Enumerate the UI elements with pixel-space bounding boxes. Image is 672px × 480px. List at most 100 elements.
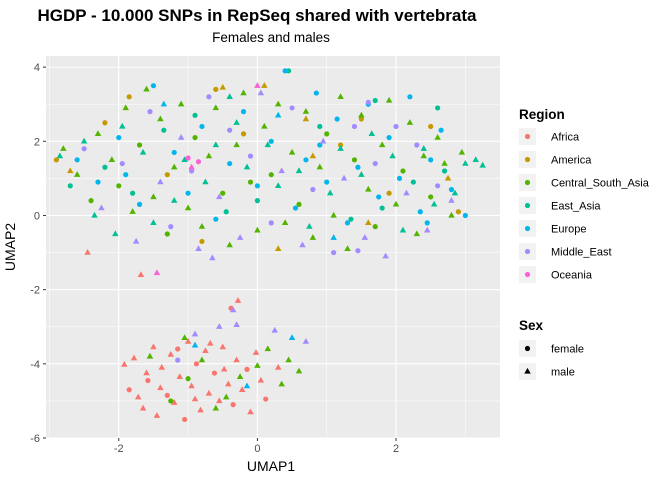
data-point	[191, 330, 199, 337]
data-point	[236, 373, 244, 379]
data-point	[462, 212, 468, 219]
data-point	[80, 137, 88, 144]
x-tick-label: -2	[114, 443, 124, 455]
data-point	[303, 157, 309, 163]
data-point	[254, 198, 261, 204]
data-point	[309, 152, 317, 159]
data-point	[158, 363, 165, 370]
data-point	[143, 85, 150, 92]
data-point	[413, 230, 421, 237]
data-point	[181, 334, 188, 341]
data-point	[313, 90, 319, 96]
data-point	[67, 183, 73, 189]
data-point	[448, 211, 455, 218]
data-point	[257, 89, 265, 96]
legend-key-oceania	[524, 271, 531, 278]
data-point	[263, 396, 269, 402]
data-point	[182, 416, 188, 423]
legend-title-region: Region	[519, 107, 565, 122]
data-point	[227, 160, 233, 167]
data-point	[132, 237, 140, 244]
legend-key-female	[524, 345, 531, 352]
x-tick-label: 0	[254, 443, 260, 455]
data-point	[372, 97, 378, 104]
data-point	[95, 179, 101, 185]
x-axis-title: UMAP1	[247, 458, 295, 474]
data-point	[212, 104, 220, 111]
legend-key-europe	[524, 225, 531, 232]
data-point	[274, 245, 282, 252]
data-point	[264, 141, 272, 148]
data-point	[435, 183, 441, 189]
data-point	[181, 156, 188, 163]
data-point	[379, 205, 385, 211]
data-point	[247, 179, 254, 185]
data-point	[368, 130, 376, 137]
data-point	[302, 337, 310, 344]
data-point	[119, 160, 125, 167]
legend-label: Africa	[551, 132, 580, 144]
data-point	[268, 220, 274, 226]
data-point	[185, 155, 191, 161]
y-tick-label: 2	[34, 136, 40, 148]
data-point	[198, 356, 206, 363]
data-point	[330, 234, 337, 240]
data-point	[289, 105, 295, 111]
y-axis-title: UMAP2	[2, 223, 18, 271]
data-point	[324, 179, 330, 185]
data-point	[225, 380, 232, 387]
data-point	[348, 216, 354, 222]
data-point	[192, 112, 198, 118]
data-point	[317, 123, 323, 130]
legend-title-sex: Sex	[519, 318, 544, 333]
data-point	[164, 392, 170, 398]
legend-label: Central_South_Asia	[551, 178, 650, 190]
legend-label: Oceania	[551, 270, 593, 282]
data-point	[216, 193, 223, 200]
data-point	[441, 168, 448, 174]
data-point	[213, 86, 219, 92]
data-point	[340, 174, 348, 181]
data-point	[274, 363, 282, 370]
data-point	[462, 159, 469, 166]
data-point	[406, 119, 414, 125]
data-point	[316, 163, 324, 170]
data-point	[130, 354, 138, 361]
data-point	[188, 382, 195, 389]
data-point	[302, 115, 310, 122]
data-point	[157, 115, 164, 122]
data-point	[73, 171, 81, 177]
data-point	[227, 127, 233, 133]
data-point	[414, 142, 420, 148]
data-point	[326, 189, 334, 196]
y-tick-label: -2	[30, 285, 40, 297]
data-point	[226, 93, 233, 99]
data-point	[278, 380, 285, 387]
data-point	[240, 109, 247, 115]
data-point	[139, 148, 147, 155]
data-point	[171, 149, 177, 156]
data-point	[175, 357, 181, 363]
data-point	[479, 161, 486, 168]
data-point	[410, 179, 416, 185]
data-point	[177, 100, 185, 107]
data-point	[385, 96, 393, 103]
data-point	[261, 122, 268, 129]
data-point	[153, 412, 161, 418]
data-point	[243, 382, 251, 389]
data-point	[168, 398, 174, 404]
data-point	[355, 164, 361, 170]
legend-label: America	[551, 155, 592, 167]
data-point	[233, 141, 240, 148]
data-point	[386, 190, 392, 196]
data-point	[230, 402, 236, 408]
data-point	[420, 145, 427, 151]
data-point	[320, 137, 327, 144]
data-point	[56, 152, 64, 159]
data-point	[337, 93, 344, 99]
data-point	[116, 134, 122, 141]
data-point	[226, 241, 233, 248]
data-point	[430, 200, 438, 207]
data-point	[396, 175, 403, 181]
